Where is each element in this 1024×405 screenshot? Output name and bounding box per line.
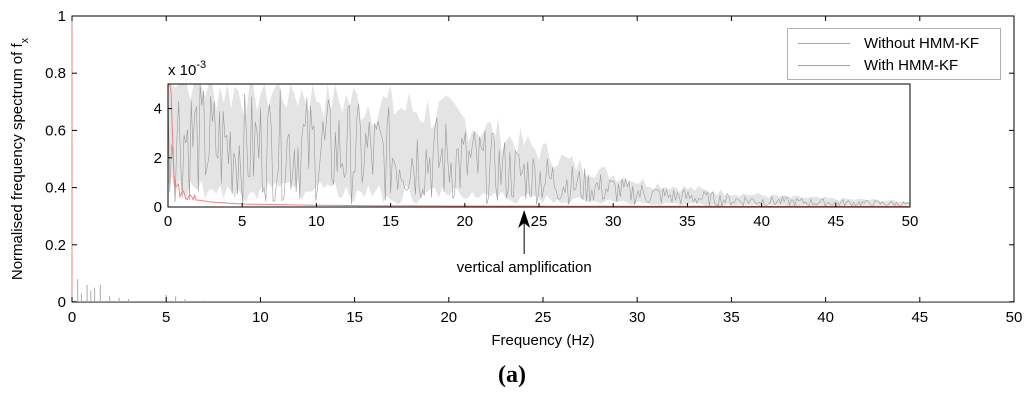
y-tick-label: 0.8 (45, 65, 66, 82)
legend-item-with: With HMM-KF (798, 55, 958, 75)
legend-label-without: Without HMM-KF (864, 34, 980, 52)
x-tick-label: 45 (911, 309, 928, 326)
y-axis-label-sub: x (19, 37, 31, 43)
inset-x-tick-label: 15 (382, 213, 399, 230)
panel-label: (a) (498, 362, 526, 388)
x-tick-label: 30 (629, 309, 646, 326)
inset-x-tick-label: 0 (164, 213, 172, 230)
y-tick-label: 0.2 (45, 237, 66, 254)
y-tick-label: 0.4 (45, 180, 66, 197)
legend: Without HMM-KF With HMM-KF (787, 28, 1001, 80)
inset-x-tick-label: 10 (308, 213, 325, 230)
x-tick-label: 0 (68, 309, 76, 326)
x-tick-label: 40 (817, 309, 834, 326)
x-tick-label: 10 (252, 309, 269, 326)
inset-y-tick-label: 2 (154, 150, 162, 167)
inset-x-tick-label: 50 (902, 213, 919, 230)
inset-scale-label: x 10-3 (168, 59, 206, 79)
inset-y-ticks: 0 2 4 (154, 101, 172, 216)
inset-plot-area (167, 83, 910, 208)
legend-swatch-without (798, 42, 850, 44)
x-tick-label: 50 (1006, 309, 1023, 326)
legend-label-with: With HMM-KF (864, 56, 959, 74)
inset-x-tick-label: 5 (238, 213, 246, 230)
inset-scale-exponent: -3 (196, 59, 206, 71)
arrow-head-icon (518, 210, 531, 228)
noise-band-without-hmm-kf (168, 84, 910, 207)
inset-x-tick-label: 30 (605, 213, 622, 230)
legend-swatch-with (798, 64, 850, 66)
x-tick-label: 5 (162, 309, 170, 326)
main-y-ticks: 0 0.2 0.4 0.6 0.8 1 (45, 8, 1014, 311)
inset-x-tick-label: 20 (456, 213, 473, 230)
legend-item-without: Without HMM-KF (798, 33, 979, 53)
y-tick-label: 1 (58, 8, 66, 25)
inset-x-tick-label: 25 (531, 213, 548, 230)
inset-y-tick-label: 0 (154, 199, 162, 216)
y-axis-label: Normalised frequency spectrum of fx (9, 37, 31, 280)
inset-x-tick-label: 40 (753, 213, 770, 230)
y-axis-label-main: Normalised frequency spectrum of f (9, 43, 26, 281)
annotation-label: vertical amplification (457, 259, 592, 276)
inset-y-tick-label: 4 (154, 101, 162, 118)
inset-x-ticks: 0 5 10 15 20 25 30 35 40 45 50 (164, 203, 919, 230)
x-axis-label: Frequency (Hz) (491, 332, 594, 349)
y-tick-label: 0.6 (45, 122, 66, 139)
series-line-with-hmm-kf (168, 83, 909, 207)
y-tick-label: 0 (58, 294, 66, 311)
inset-x-tick-label: 45 (827, 213, 844, 230)
x-tick-label: 35 (723, 309, 740, 326)
inset-x-tick-label: 35 (679, 213, 696, 230)
x-tick-label: 25 (535, 309, 552, 326)
series-line-without-hmm-kf (167, 84, 909, 208)
x-tick-label: 20 (440, 309, 457, 326)
vertical-amplification-arrow (518, 210, 531, 254)
x-tick-label: 15 (346, 309, 363, 326)
main-x-ticks: 0 5 10 15 20 25 30 35 40 45 50 (68, 16, 1023, 326)
inset-scale-base: x 10 (168, 62, 196, 79)
